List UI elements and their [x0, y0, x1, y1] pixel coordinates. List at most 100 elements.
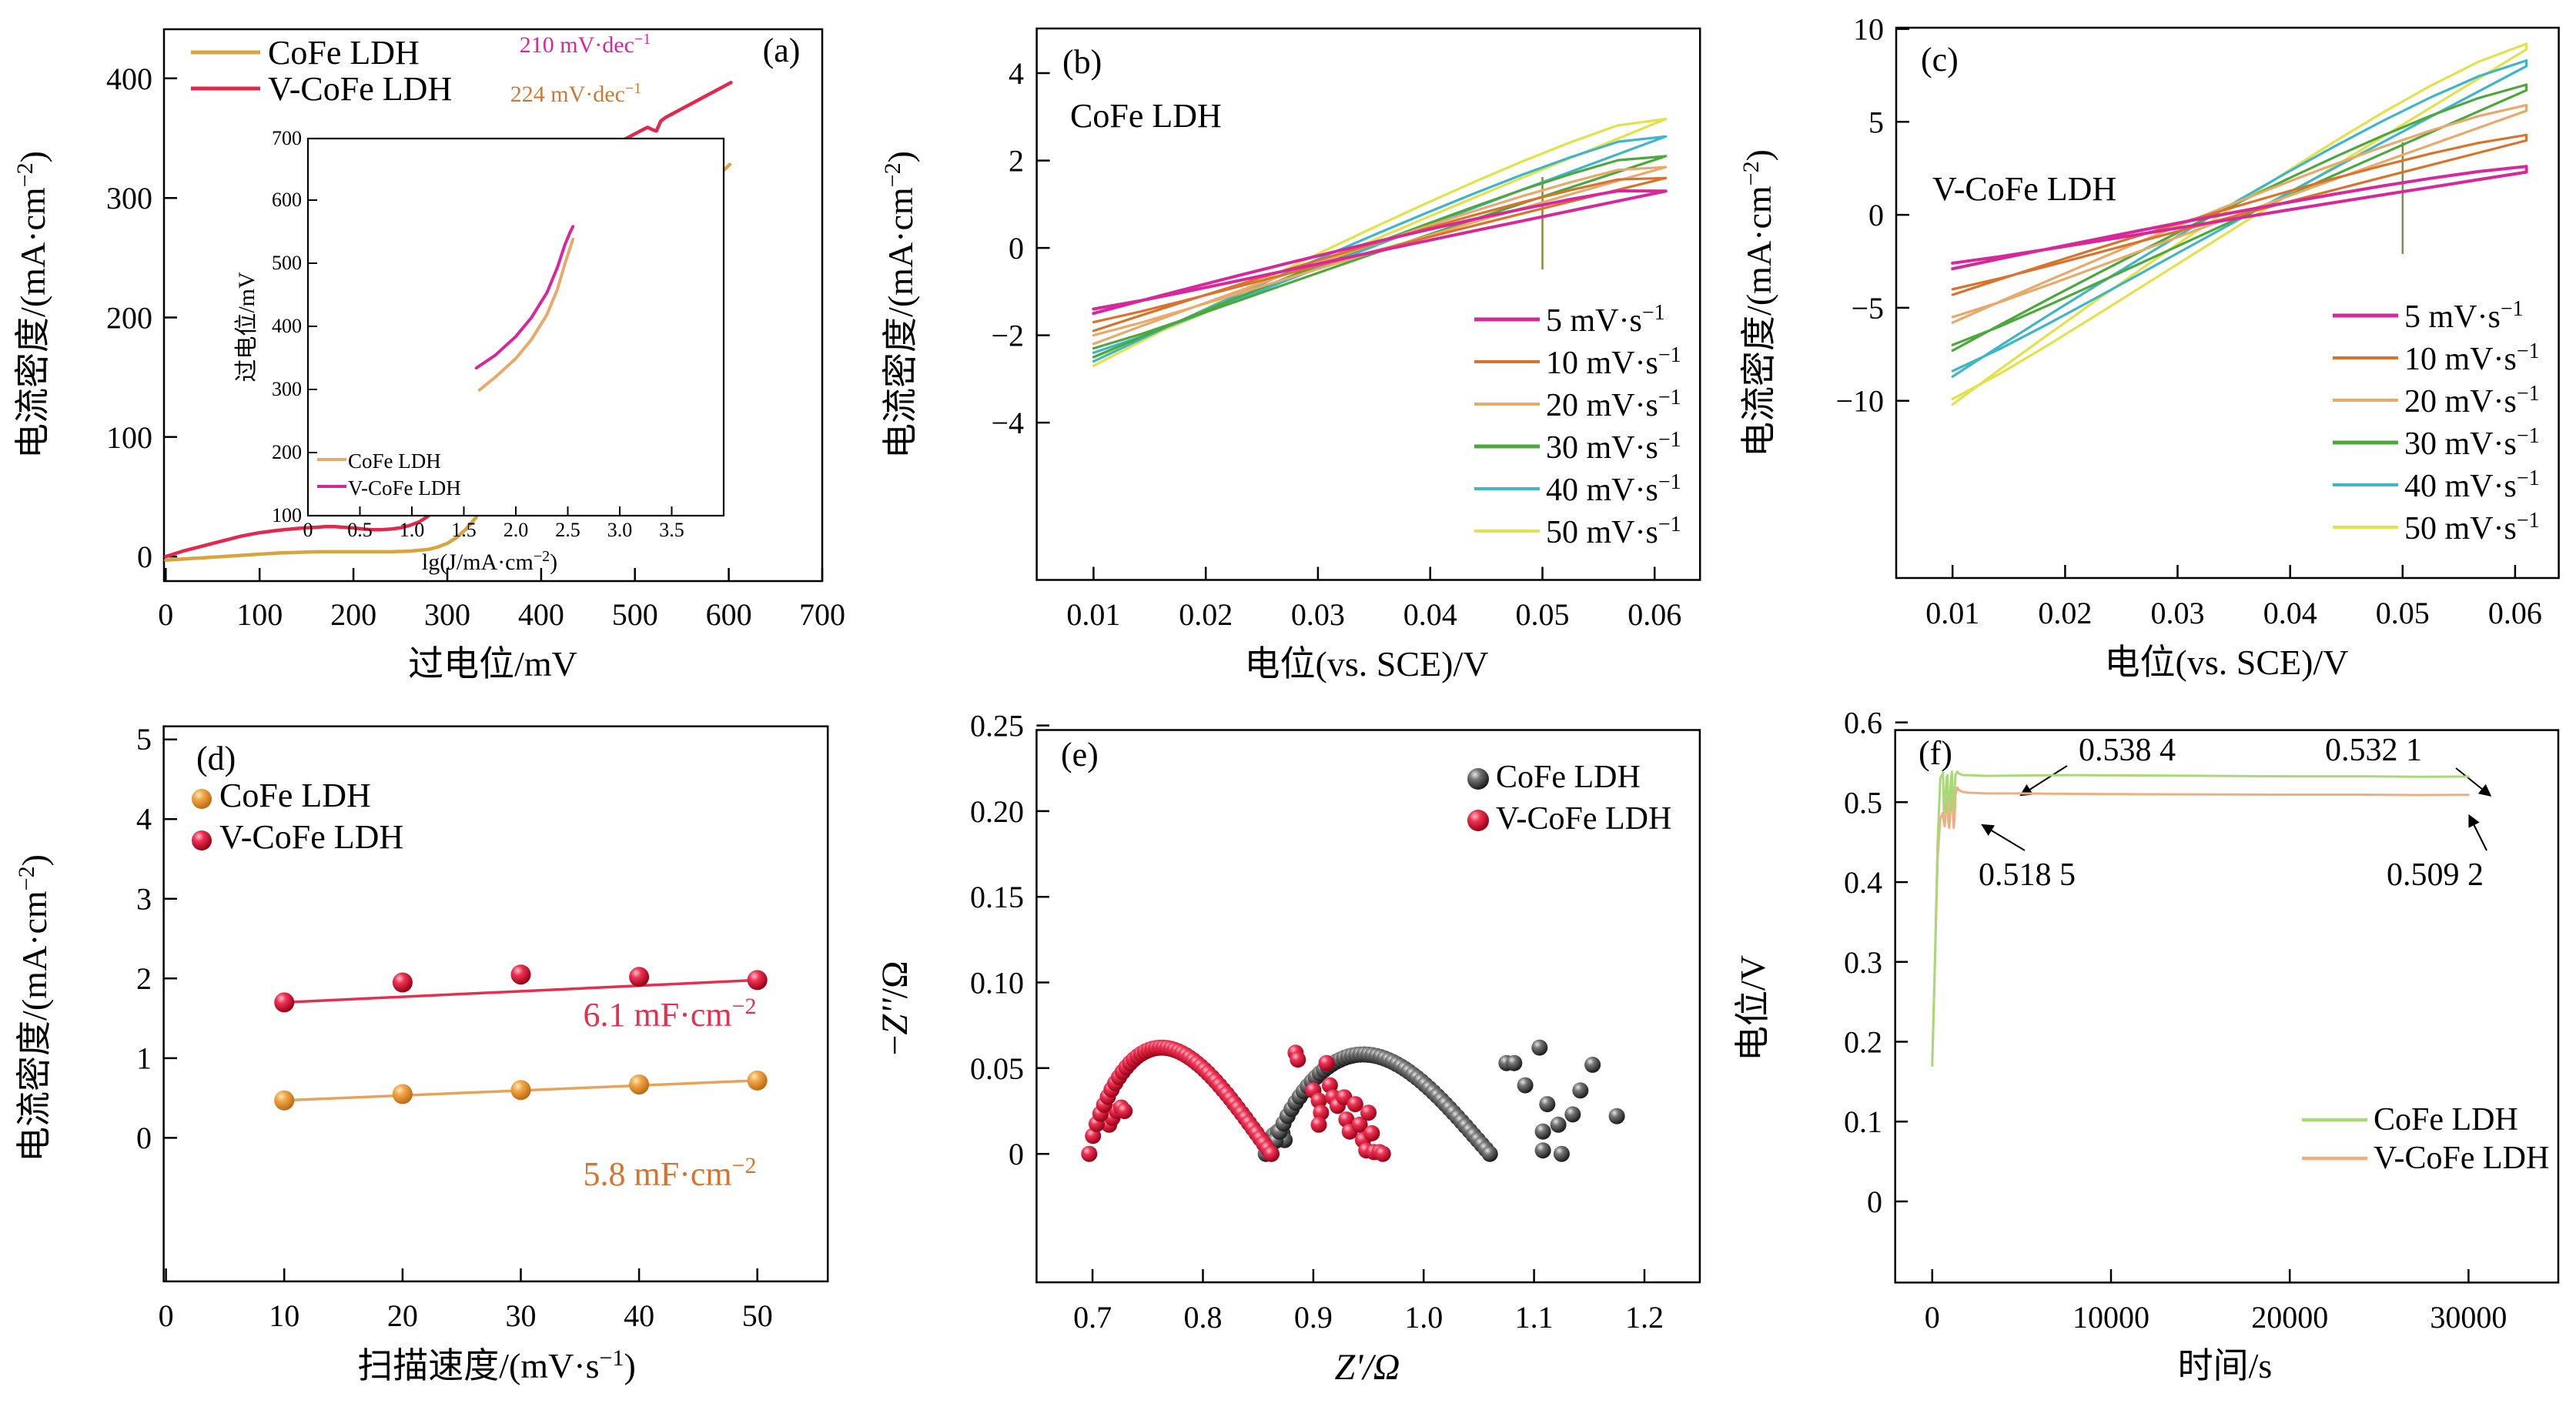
svg-text:40: 40 [624, 1298, 654, 1333]
svg-text:(a): (a) [763, 32, 801, 69]
svg-text:700: 700 [272, 127, 302, 149]
svg-text:0.05: 0.05 [1516, 597, 1570, 632]
svg-text:0.509 2: 0.509 2 [2387, 857, 2484, 893]
svg-text:(d): (d) [196, 740, 236, 777]
svg-text:30 mV·s−1: 30 mV·s−1 [1546, 428, 1681, 466]
svg-text:600: 600 [272, 189, 302, 211]
svg-text:5 mV·s−1: 5 mV·s−1 [2404, 297, 2524, 336]
svg-text:3: 3 [136, 881, 152, 916]
svg-text:30 mV·s−1: 30 mV·s−1 [2404, 424, 2540, 463]
svg-text:CoFe LDH: CoFe LDH [219, 777, 371, 814]
svg-text:(e): (e) [1061, 736, 1099, 773]
svg-text:0.7: 0.7 [1073, 1300, 1112, 1335]
svg-text:300: 300 [424, 597, 470, 632]
svg-text:2: 2 [136, 961, 152, 996]
svg-text:电流密度/(mA·cm−2): 电流密度/(mA·cm−2) [12, 151, 53, 459]
svg-text:电位/V: 电位/V [1733, 955, 1772, 1061]
svg-text:300: 300 [106, 181, 152, 216]
svg-text:V-CoFe LDH: V-CoFe LDH [2374, 1141, 2549, 1176]
svg-text:1: 1 [136, 1041, 152, 1075]
svg-text:10000: 10000 [2073, 1300, 2149, 1335]
svg-text:0: 0 [136, 1121, 152, 1155]
svg-text:0.5: 0.5 [1844, 785, 1882, 820]
svg-text:(b): (b) [1062, 43, 1102, 81]
svg-text:0: 0 [137, 540, 152, 574]
svg-text:0: 0 [303, 519, 313, 541]
svg-text:20 mV·s−1: 20 mV·s−1 [1546, 386, 1681, 424]
svg-text:10 mV·s−1: 10 mV·s−1 [1546, 343, 1681, 382]
svg-text:400: 400 [518, 597, 564, 632]
svg-text:0.03: 0.03 [2151, 596, 2205, 630]
svg-text:10 mV·s−1: 10 mV·s−1 [2404, 339, 2540, 378]
svg-text:200: 200 [330, 597, 376, 632]
svg-text:0.518 5: 0.518 5 [1979, 857, 2076, 893]
svg-text:5 mV·s−1: 5 mV·s−1 [1546, 301, 1665, 339]
svg-text:电流密度/(mA·cm−2): 电流密度/(mA·cm−2) [1738, 149, 1779, 457]
svg-text:CoFe LDH: CoFe LDH [1070, 97, 1222, 135]
svg-text:0.9: 0.9 [1294, 1300, 1333, 1335]
svg-text:10: 10 [1853, 12, 1884, 47]
svg-text:2.0: 2.0 [503, 519, 529, 541]
svg-text:0.8: 0.8 [1184, 1300, 1223, 1335]
svg-text:0.02: 0.02 [2038, 596, 2092, 630]
svg-text:0: 0 [1009, 1137, 1024, 1171]
svg-text:0.532 1: 0.532 1 [2325, 733, 2422, 768]
svg-text:5: 5 [1868, 105, 1884, 139]
svg-text:−Z''/Ω: −Z''/Ω [875, 961, 915, 1055]
svg-text:(c): (c) [1921, 41, 1959, 79]
svg-text:10: 10 [269, 1298, 299, 1333]
svg-text:0.5: 0.5 [347, 519, 373, 541]
svg-text:过电位/mV: 过电位/mV [408, 644, 577, 683]
svg-text:3.5: 3.5 [659, 519, 684, 541]
svg-text:500: 500 [612, 597, 658, 632]
svg-text:0: 0 [158, 597, 173, 632]
svg-text:CoFe LDH: CoFe LDH [268, 34, 420, 72]
svg-text:0.01: 0.01 [1925, 596, 1979, 630]
svg-text:50: 50 [742, 1298, 773, 1333]
svg-text:0.2: 0.2 [1844, 1025, 1882, 1060]
svg-text:0.03: 0.03 [1291, 597, 1345, 632]
svg-text:1.0: 1.0 [1404, 1300, 1443, 1335]
svg-text:210 mV·dec−1: 210 mV·dec−1 [520, 31, 651, 58]
svg-text:100: 100 [106, 420, 152, 455]
svg-text:4: 4 [1009, 56, 1024, 91]
svg-text:3.0: 3.0 [607, 519, 633, 541]
svg-text:CoFe LDH: CoFe LDH [2374, 1102, 2518, 1138]
svg-text:2: 2 [1009, 144, 1024, 179]
svg-text:0: 0 [159, 1298, 174, 1333]
svg-text:0.538 4: 0.538 4 [2079, 733, 2176, 768]
svg-text:600: 600 [706, 597, 752, 632]
svg-text:224 mV·dec−1: 224 mV·dec−1 [510, 80, 641, 107]
svg-text:1.2: 1.2 [1625, 1300, 1664, 1335]
svg-text:0: 0 [1867, 1184, 1882, 1219]
svg-text:2.5: 2.5 [555, 519, 580, 541]
svg-text:时间/s: 时间/s [2178, 1346, 2273, 1385]
svg-text:0.1: 0.1 [1844, 1104, 1882, 1139]
svg-text:−10: −10 [1835, 384, 1884, 419]
svg-text:0.4: 0.4 [1844, 865, 1882, 900]
svg-text:0.05: 0.05 [970, 1051, 1024, 1086]
svg-text:20000: 20000 [2251, 1300, 2328, 1335]
svg-text:V-CoFe LDH: V-CoFe LDH [1496, 801, 1671, 837]
svg-text:30000: 30000 [2430, 1300, 2507, 1335]
svg-text:电流密度/(mA·cm−2): 电流密度/(mA·cm−2) [880, 151, 921, 459]
svg-text:0: 0 [1868, 198, 1884, 232]
svg-text:0.10: 0.10 [970, 966, 1024, 1001]
svg-text:−2: −2 [991, 319, 1024, 353]
svg-text:V-CoFe LDH: V-CoFe LDH [348, 476, 461, 500]
svg-text:V-CoFe LDH: V-CoFe LDH [268, 70, 452, 108]
svg-text:400: 400 [106, 62, 152, 96]
svg-text:−5: −5 [1851, 291, 1884, 326]
svg-text:V-CoFe LDH: V-CoFe LDH [1932, 170, 2116, 208]
svg-text:20 mV·s−1: 20 mV·s−1 [2404, 382, 2540, 420]
svg-text:0.06: 0.06 [1628, 597, 1681, 632]
svg-text:Z'/Ω: Z'/Ω [1334, 1347, 1400, 1388]
svg-text:5.8 mF·cm−2: 5.8 mF·cm−2 [583, 1153, 756, 1194]
svg-text:电位(vs. SCE)/V: 电位(vs. SCE)/V [2105, 643, 2349, 682]
svg-text:扫描速度/(mV·s−1): 扫描速度/(mV·s−1) [357, 1345, 636, 1386]
svg-text:40 mV·s−1: 40 mV·s−1 [1546, 470, 1681, 509]
svg-text:0: 0 [1009, 231, 1024, 266]
svg-text:300: 300 [272, 378, 302, 400]
svg-text:5: 5 [136, 722, 152, 757]
svg-text:700: 700 [799, 597, 845, 632]
